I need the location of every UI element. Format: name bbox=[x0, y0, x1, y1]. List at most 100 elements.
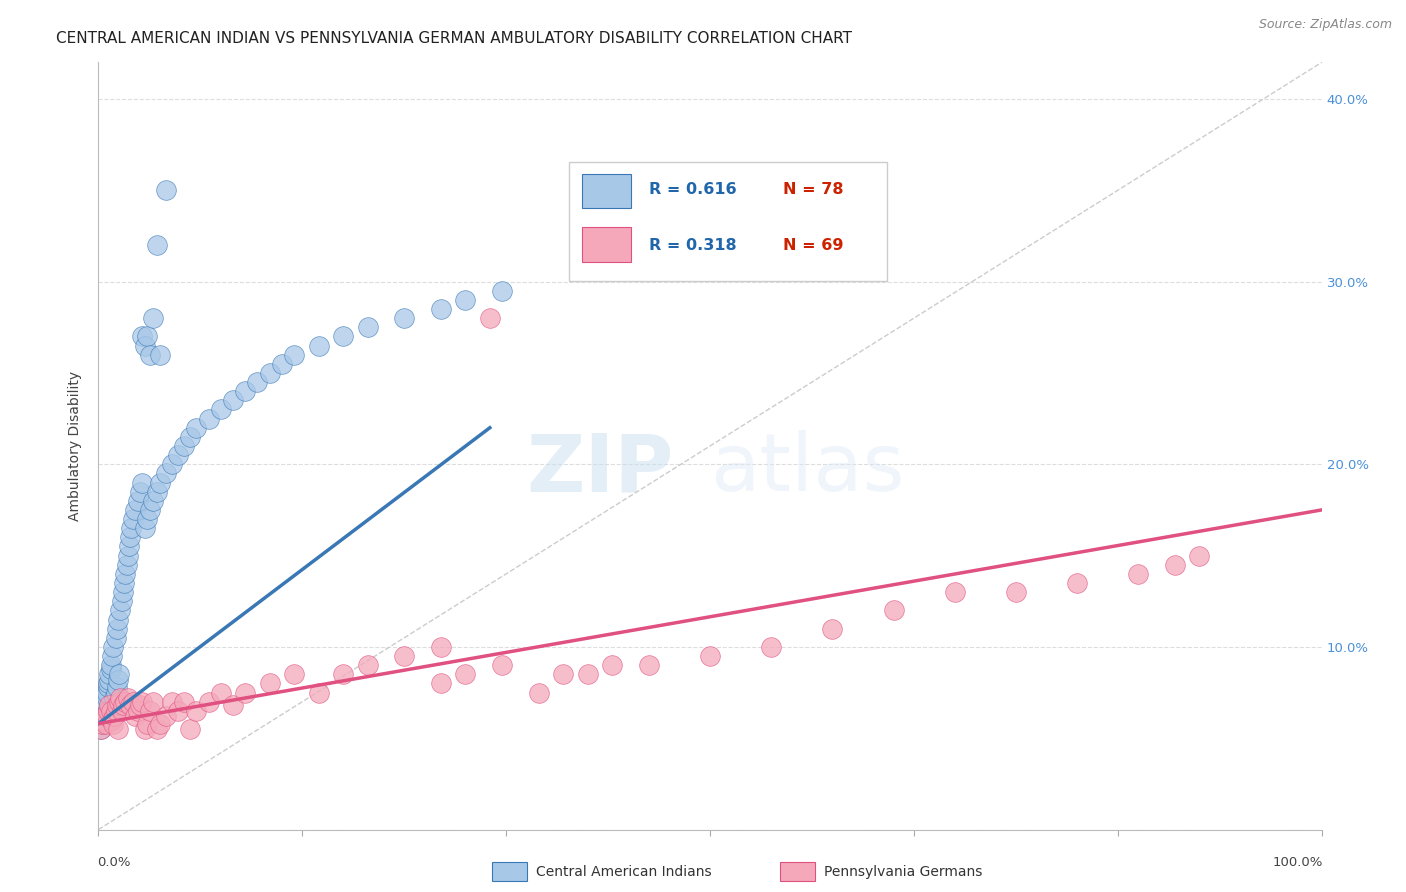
Point bbox=[332, 667, 354, 681]
Point bbox=[259, 366, 281, 380]
Point bbox=[100, 658, 122, 673]
Point bbox=[112, 576, 135, 591]
Point bbox=[91, 716, 114, 731]
Point bbox=[246, 375, 269, 389]
Point bbox=[308, 338, 330, 352]
Point bbox=[90, 722, 112, 736]
Text: Source: ZipAtlas.com: Source: ZipAtlas.com bbox=[1258, 18, 1392, 31]
Point bbox=[131, 695, 153, 709]
Point bbox=[105, 622, 128, 636]
Point bbox=[139, 503, 162, 517]
Point bbox=[93, 709, 115, 723]
Point bbox=[96, 691, 118, 706]
Point bbox=[167, 448, 190, 462]
Point bbox=[761, 640, 783, 654]
Point bbox=[118, 540, 141, 554]
Point bbox=[105, 698, 128, 713]
Point bbox=[283, 667, 305, 681]
Point bbox=[430, 676, 453, 690]
Point bbox=[179, 722, 201, 736]
Text: N = 69: N = 69 bbox=[783, 237, 844, 252]
Text: ZIP: ZIP bbox=[526, 430, 673, 508]
Point bbox=[96, 709, 118, 723]
Point bbox=[131, 329, 153, 343]
Point bbox=[97, 680, 120, 694]
Text: N = 78: N = 78 bbox=[783, 181, 844, 196]
Point bbox=[553, 667, 575, 681]
Point bbox=[155, 467, 177, 481]
Point bbox=[197, 695, 219, 709]
Point bbox=[637, 658, 661, 673]
FancyBboxPatch shape bbox=[582, 174, 630, 208]
Point bbox=[173, 439, 195, 453]
Point bbox=[167, 704, 190, 718]
Point bbox=[197, 411, 219, 425]
Point bbox=[101, 713, 124, 727]
Text: CENTRAL AMERICAN INDIAN VS PENNSYLVANIA GERMAN AMBULATORY DISABILITY CORRELATION: CENTRAL AMERICAN INDIAN VS PENNSYLVANIA … bbox=[56, 31, 852, 46]
Point bbox=[491, 658, 513, 673]
Point bbox=[883, 603, 905, 617]
Point bbox=[94, 698, 117, 713]
Point bbox=[139, 348, 162, 362]
Point bbox=[155, 183, 177, 197]
Point bbox=[121, 695, 143, 709]
Point bbox=[111, 585, 134, 599]
Point bbox=[90, 722, 112, 736]
Point bbox=[454, 293, 477, 307]
Point bbox=[124, 503, 146, 517]
Y-axis label: Ambulatory Disability: Ambulatory Disability bbox=[69, 371, 83, 521]
Point bbox=[134, 722, 156, 736]
Point bbox=[114, 695, 136, 709]
Point bbox=[110, 603, 132, 617]
Point bbox=[107, 673, 129, 687]
Point bbox=[129, 698, 152, 713]
Point bbox=[146, 484, 169, 499]
Text: 0.0%: 0.0% bbox=[97, 856, 131, 870]
Point bbox=[1188, 549, 1211, 563]
Point bbox=[186, 704, 208, 718]
Point bbox=[101, 704, 124, 718]
Point bbox=[233, 685, 256, 699]
Point bbox=[117, 691, 139, 706]
Point bbox=[124, 709, 146, 723]
Point bbox=[1004, 585, 1026, 599]
Point bbox=[97, 676, 120, 690]
Point bbox=[104, 631, 127, 645]
Point bbox=[142, 695, 165, 709]
Point bbox=[91, 713, 114, 727]
Point bbox=[111, 704, 134, 718]
Point bbox=[127, 704, 149, 718]
Point bbox=[821, 622, 844, 636]
Point bbox=[139, 704, 162, 718]
Point bbox=[160, 457, 183, 471]
Point bbox=[120, 530, 142, 544]
Point bbox=[454, 667, 477, 681]
Point bbox=[91, 716, 114, 731]
Point bbox=[97, 704, 120, 718]
Point bbox=[129, 484, 152, 499]
Point bbox=[1128, 566, 1150, 581]
Point bbox=[134, 338, 156, 352]
Point bbox=[98, 673, 121, 687]
Point bbox=[98, 667, 121, 681]
Point bbox=[146, 722, 169, 736]
Text: R = 0.616: R = 0.616 bbox=[648, 181, 737, 196]
Point bbox=[209, 685, 232, 699]
Point bbox=[356, 320, 378, 334]
Point bbox=[101, 640, 124, 654]
Point bbox=[283, 348, 305, 362]
Point bbox=[142, 493, 165, 508]
Point bbox=[107, 722, 129, 736]
Point bbox=[430, 640, 453, 654]
Point bbox=[392, 648, 416, 663]
Text: 100.0%: 100.0% bbox=[1272, 856, 1323, 870]
Point bbox=[93, 709, 115, 723]
Text: Pennsylvania Germans: Pennsylvania Germans bbox=[824, 865, 983, 880]
Text: atlas: atlas bbox=[710, 430, 904, 508]
Point bbox=[478, 311, 501, 326]
Point bbox=[308, 685, 330, 699]
Point bbox=[142, 311, 165, 326]
Point bbox=[120, 698, 142, 713]
Point bbox=[222, 393, 245, 408]
Point bbox=[104, 685, 127, 699]
